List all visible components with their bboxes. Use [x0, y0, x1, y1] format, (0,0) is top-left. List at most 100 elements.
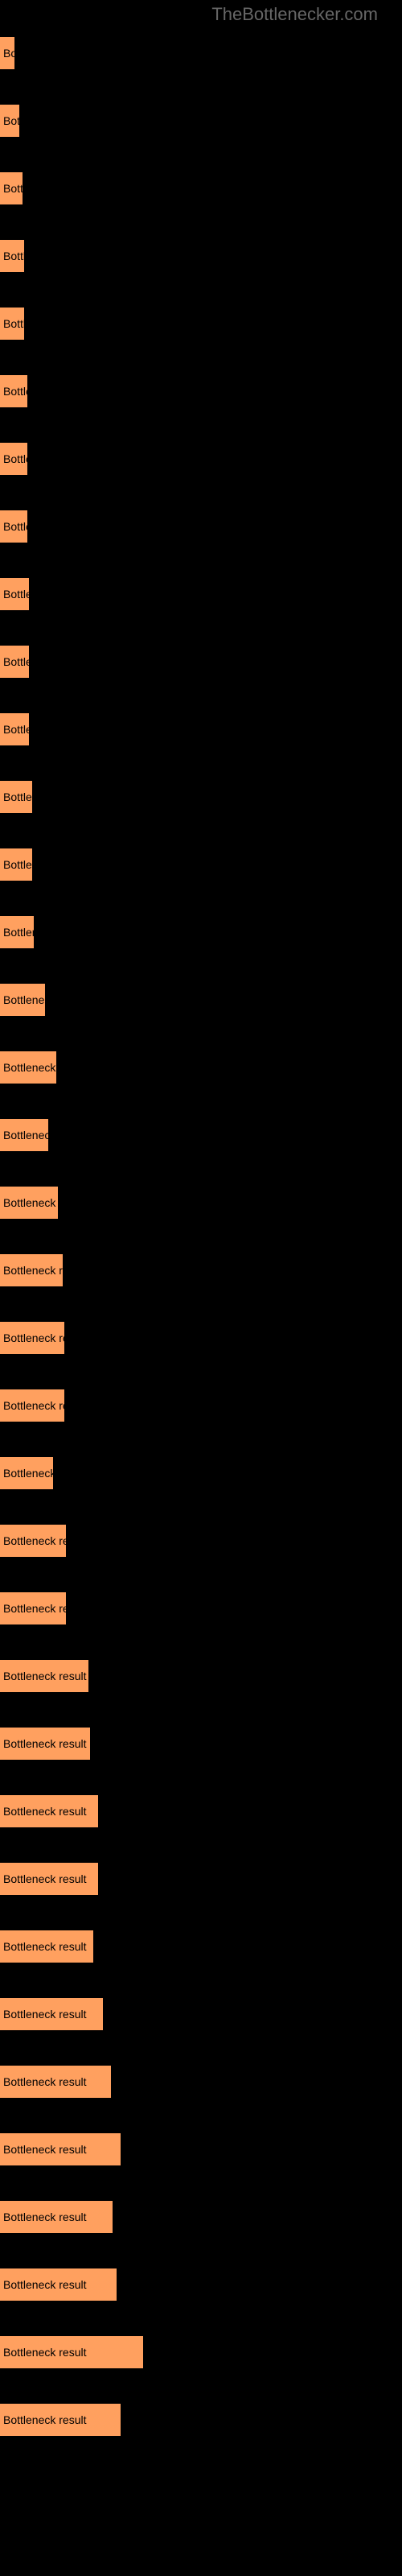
bar-row: Bottleneck result	[0, 375, 402, 407]
bar-row: Bottleneck result	[0, 781, 402, 813]
bar: Bottleneck result	[0, 1322, 64, 1354]
bar: Bottleneck result	[0, 1389, 64, 1422]
bar-row: Bottleneck result	[0, 443, 402, 475]
bar-row: Bottleneck result	[0, 1728, 402, 1760]
bar-row: Bottleneck result	[0, 1525, 402, 1557]
bar-label: Bottleneck result	[3, 655, 87, 668]
bar-label: Bottleneck result	[3, 993, 87, 1006]
bar-row: Bottleneck result 2	[0, 2268, 402, 2301]
bar-label: Bottleneck result	[3, 182, 87, 195]
bar: Bottleneck result	[0, 1660, 88, 1692]
bar: Bottleneck result	[0, 713, 29, 745]
bar-label: Bottleneck result	[3, 250, 87, 262]
bar-label: Bottleneck result	[3, 1331, 87, 1344]
bar: Bottleneck result	[0, 1457, 53, 1489]
bar-label: Bottleneck result	[3, 1399, 87, 1412]
bar-row: Bottleneck result	[0, 510, 402, 543]
bar: Bottleneck result	[0, 916, 34, 948]
bar: Bottleneck result	[0, 1254, 63, 1286]
bar: Bottleneck result	[0, 1795, 98, 1827]
bar-row: Bottleneck result	[0, 2133, 402, 2165]
bar: Bottleneck result	[0, 1119, 48, 1151]
bar-row: Bottleneck result	[0, 1930, 402, 1963]
bar-label: Bottleneck result	[3, 1467, 87, 1480]
bar-label: Bottleneck result	[3, 1196, 87, 1209]
bar: Bottleneck result	[0, 1930, 93, 1963]
bar-row: Bottleneck result	[0, 308, 402, 340]
bar-label: Bottleneck result	[3, 2346, 87, 2359]
bar-row: Bottleneck result	[0, 646, 402, 678]
bar-row: Bottleneck result	[0, 1119, 402, 1151]
bar-row: Bottleneck result	[0, 1795, 402, 1827]
bar-label: Bottleneck result	[3, 1872, 87, 1885]
bar-label: Bottleneck result	[3, 385, 87, 398]
bar-label: Bottleneck result	[3, 1602, 87, 1615]
bar: Bottleneck result	[0, 578, 29, 610]
bar-label: Bottleneck result	[3, 1534, 87, 1547]
bar-row: Bottleneck result	[0, 1389, 402, 1422]
bar-row: Bottleneck result	[0, 1051, 402, 1084]
bar: Bottleneck result	[0, 646, 29, 678]
bar: Bottleneck result	[0, 172, 23, 204]
bar-row: Bottleneck result	[0, 2066, 402, 2098]
bar-label: Bottleneck result	[3, 1670, 87, 1682]
bar: Bottleneck result	[0, 2268, 117, 2301]
bar-label: Bottleneck result	[3, 2211, 87, 2223]
bar: Bottleneck result	[0, 1525, 66, 1557]
bar-label: Bottleneck result	[3, 2278, 87, 2291]
bar-row: Bottleneck result4	[0, 2336, 402, 2368]
bar-label: Bottleneck result	[3, 2008, 87, 2021]
bar-label: Bottleneck result	[3, 1737, 87, 1750]
bar: Bottleneck result	[0, 2336, 143, 2368]
bar-label: Bottleneck result	[3, 452, 87, 465]
bar-label: Bottleneck result	[3, 520, 87, 533]
bar-label: Bottleneck result	[3, 1061, 87, 1074]
bar: Bottleneck result	[0, 105, 19, 137]
bar: Bottleneck result	[0, 1592, 66, 1624]
bar: Bottleneck result	[0, 1187, 58, 1219]
bar-row: Bottleneck result	[0, 2404, 402, 2436]
watermark-text: TheBottlenecker.com	[0, 0, 402, 29]
bar-label: Bottleneck result	[3, 2413, 87, 2426]
bar-label: Bottleneck result	[3, 114, 87, 127]
bar-row: Bottleneck result	[0, 1863, 402, 1895]
bar-label: Bottleneck result	[3, 47, 87, 60]
bar-label: Bottleneck result	[3, 926, 87, 939]
bar-label: Bottleneck result	[3, 588, 87, 601]
bar-value: 2	[120, 2278, 126, 2291]
bar-label: Bottleneck result	[3, 317, 87, 330]
bar: Bottleneck result	[0, 1998, 103, 2030]
bar: Bottleneck result	[0, 308, 24, 340]
bar-label: Bottleneck result	[3, 2075, 87, 2088]
bar-label: Bottleneck result	[3, 1805, 87, 1818]
bar-row: Bottleneck result	[0, 1592, 402, 1624]
bar-row: Bottleneck result	[0, 1187, 402, 1219]
bar: Bottleneck result	[0, 510, 27, 543]
bar-label: Bottleneck result	[3, 858, 87, 871]
bar: Bottleneck result	[0, 375, 27, 407]
bar-row: Bottleneck result	[0, 578, 402, 610]
bar: Bottleneck result	[0, 37, 14, 69]
bar: Bottleneck result	[0, 1728, 90, 1760]
bar-row: Bottleneck result	[0, 2201, 402, 2233]
bar-row: Bottleneck result	[0, 172, 402, 204]
bar: Bottleneck result	[0, 443, 27, 475]
bar: Bottleneck result	[0, 848, 32, 881]
bar-row: Bottleneck result	[0, 240, 402, 272]
bar-label: Bottleneck result	[3, 1264, 87, 1277]
bar-row: Bottleneck result	[0, 1254, 402, 1286]
bar-row: Bottleneck result	[0, 713, 402, 745]
bar: Bottleneck result	[0, 2133, 121, 2165]
bar-row: Bottleneck result	[0, 848, 402, 881]
bar-label: Bottleneck result	[3, 791, 87, 803]
chart-container: Bottleneck resultBottleneck resultBottle…	[0, 29, 402, 2436]
bar: Bottleneck result	[0, 2066, 111, 2098]
bar-row: Bottleneck result	[0, 37, 402, 69]
bar-row: Bottleneck result	[0, 1998, 402, 2030]
bar-row: Bottleneck result	[0, 916, 402, 948]
bar: Bottleneck result	[0, 240, 24, 272]
bar-row: Bottleneck result	[0, 105, 402, 137]
bar-label: Bottleneck result	[3, 723, 87, 736]
bar-row: Bottleneck result	[0, 1322, 402, 1354]
bar: Bottleneck result	[0, 2404, 121, 2436]
